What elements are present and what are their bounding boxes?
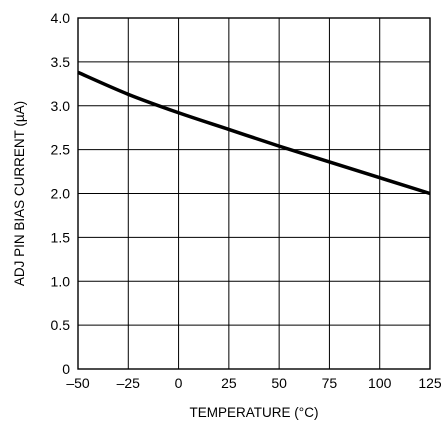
x-tick-labels: –50 –25 0 25 50 75 100 125	[66, 375, 441, 391]
x-axis-title: TEMPERATURE (°C)	[190, 405, 319, 420]
x-tick-label: –25	[117, 375, 141, 391]
y-tick-label: 2.5	[51, 142, 71, 158]
x-tick-label: 125	[418, 375, 441, 391]
y-tick-label: 3.0	[51, 98, 71, 114]
y-tick-label: 0.5	[51, 317, 71, 333]
y-tick-label: 0	[62, 361, 70, 377]
y-tick-label: 1.0	[51, 273, 71, 289]
x-tick-label: 50	[271, 375, 287, 391]
y-tick-label: 4.0	[51, 10, 71, 26]
y-tick-labels: 0 0.5 1.0 1.5 2.0 2.5 3.0 3.5 4.0	[51, 10, 71, 377]
y-tick-label: 2.0	[51, 186, 71, 202]
x-tick-label: 25	[221, 375, 237, 391]
grid	[78, 18, 430, 369]
series-line	[77, 70, 431, 196]
x-tick-label: 100	[368, 375, 392, 391]
y-tick-label: 1.5	[51, 229, 71, 245]
series-layer	[77, 70, 431, 196]
x-tick-label: –50	[66, 375, 90, 391]
y-tick-label: 3.5	[51, 54, 71, 70]
x-tick-label: 0	[175, 375, 183, 391]
y-axis-title: ADJ PIN BIAS CURRENT (µA)	[12, 101, 27, 286]
x-tick-label: 75	[322, 375, 338, 391]
